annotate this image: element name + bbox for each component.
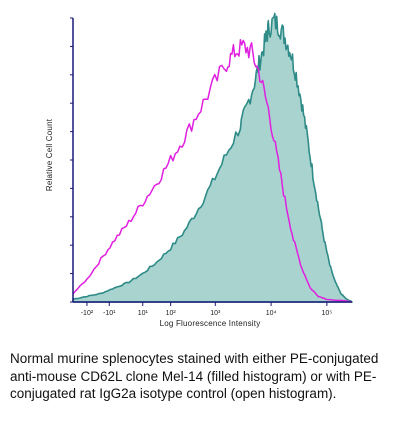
figure-caption: Normal murine splenocytes stained with e…	[10, 351, 379, 401]
filled-histogram	[72, 12, 353, 303]
histogram-figure: -10² -10¹ 10¹ 10² 10³ 10⁴ 10⁵ Relative Cell Co…	[45, 12, 353, 328]
x-tick-label: 10³	[210, 310, 221, 317]
x-tick-label: -10²	[81, 310, 94, 317]
x-tick-label: 10⁵	[322, 310, 333, 317]
x-tick-label: 10⁴	[266, 310, 277, 317]
histogram-chart: -10² -10¹ 10¹ 10² 10³ 10⁴ 10⁵	[70, 12, 353, 317]
x-tick-label: -10¹	[103, 310, 116, 317]
x-axis-label: Log Fluorescence Intensity	[159, 319, 261, 328]
x-tick-label: 10²	[166, 310, 177, 317]
open-histogram	[72, 39, 353, 303]
x-tick-label: 10¹	[138, 310, 149, 317]
y-axis-label: Relative Cell Count	[45, 118, 54, 192]
